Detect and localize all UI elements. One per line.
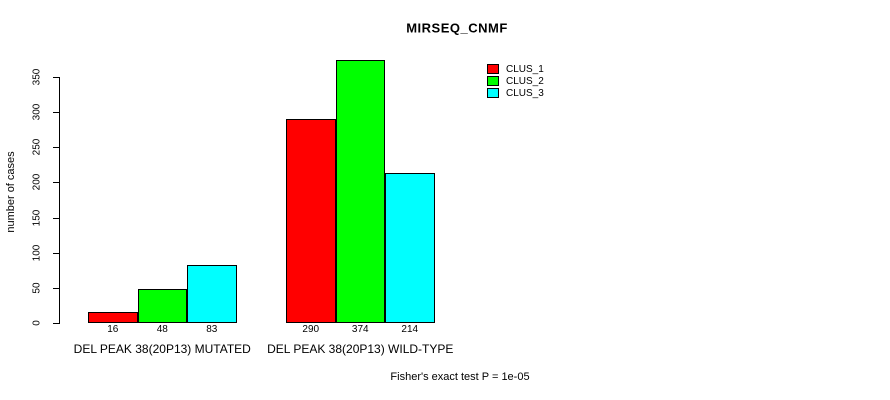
y-tick xyxy=(53,323,59,324)
category-label: DEL PEAK 38(20P13) MUTATED xyxy=(73,342,251,356)
legend-swatch-clus_2 xyxy=(487,76,499,86)
bar-value-label: 16 xyxy=(107,324,119,335)
bar-clus_1-group2 xyxy=(286,119,336,323)
y-tick-label: 150 xyxy=(31,209,43,227)
legend-item: CLUS_2 xyxy=(487,75,544,87)
bar-clus_2-group2 xyxy=(335,60,385,323)
legend-swatch-clus_3 xyxy=(487,88,499,98)
bar-value-label: 83 xyxy=(206,324,218,335)
y-tick xyxy=(53,112,59,113)
bar-value-label: 214 xyxy=(401,324,419,335)
y-tick-label: 50 xyxy=(31,282,43,294)
y-axis-label: number of cases xyxy=(5,151,17,233)
y-tick-label: 350 xyxy=(31,68,43,86)
y-tick-label: 100 xyxy=(31,244,43,262)
bar-clus_3-group2 xyxy=(385,172,435,323)
legend-label: CLUS_1 xyxy=(506,63,544,75)
y-tick xyxy=(53,218,59,219)
bar-clus_2-group1 xyxy=(137,289,187,323)
y-tick xyxy=(53,182,59,183)
y-tick-label: 0 xyxy=(31,320,43,326)
y-tick xyxy=(53,77,59,78)
category-label: DEL PEAK 38(20P13) WILD-TYPE xyxy=(267,342,454,356)
bar-value-label: 48 xyxy=(156,324,168,335)
bar-clus_3-group1 xyxy=(187,264,237,323)
annotation-text: Fisher's exact test P = 1e-05 xyxy=(390,371,530,383)
y-tick xyxy=(53,288,59,289)
y-tick-label: 250 xyxy=(31,138,43,156)
legend-item: CLUS_1 xyxy=(487,63,544,75)
bar-clus_1-group1 xyxy=(88,311,138,323)
legend-swatch-clus_1 xyxy=(487,64,499,74)
chart-title: MIRSEQ_CNMF xyxy=(406,20,508,36)
y-tick xyxy=(53,147,59,148)
y-tick-label: 300 xyxy=(31,103,43,121)
legend-label: CLUS_3 xyxy=(506,87,544,99)
bar-value-label: 374 xyxy=(351,324,369,335)
legend-label: CLUS_2 xyxy=(506,75,544,87)
y-axis-line xyxy=(59,77,60,324)
bar-value-label: 290 xyxy=(302,324,320,335)
legend: CLUS_1 CLUS_2 CLUS_3 xyxy=(487,63,544,99)
y-tick xyxy=(53,253,59,254)
y-tick-label: 200 xyxy=(31,173,43,191)
legend-item: CLUS_3 xyxy=(487,87,544,99)
